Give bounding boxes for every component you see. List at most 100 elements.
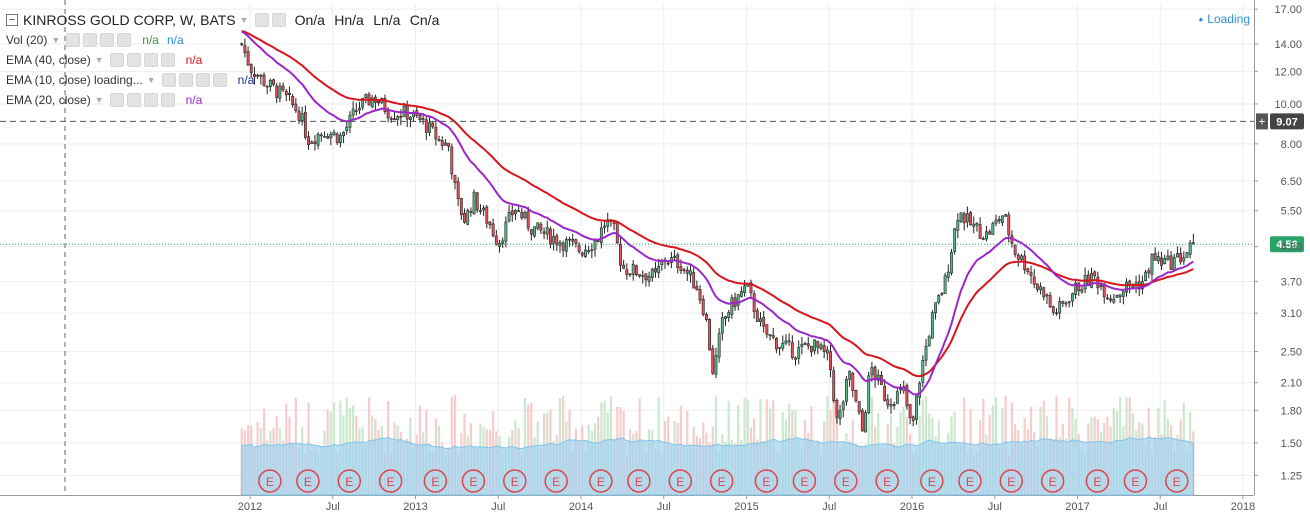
candle [876, 369, 880, 385]
y-tick-label: 2.10 [1281, 378, 1302, 390]
indicator-label[interactable]: EMA (10, close) loading... [6, 73, 143, 87]
candle [969, 210, 972, 226]
candle [444, 139, 447, 146]
candle [711, 344, 715, 375]
indicator-value: n/a [166, 33, 184, 47]
candle [1147, 267, 1151, 279]
earnings-marker-label: E [635, 475, 643, 489]
candle [1163, 254, 1167, 265]
earnings-marker: E [709, 469, 734, 493]
indicator-row[interactable]: EMA (10, close) loading... ▼ n/a [6, 70, 439, 90]
earnings-marker: E [378, 469, 403, 493]
candle [860, 408, 864, 432]
earnings-marker-label: E [800, 475, 808, 489]
close-icon[interactable] [117, 33, 132, 47]
candle [657, 258, 661, 279]
candle [704, 312, 708, 322]
candle [488, 221, 492, 229]
candle [864, 410, 867, 433]
x-tick-label: 2012 [238, 501, 262, 513]
visibility-icon[interactable] [254, 13, 269, 27]
indicator-label[interactable]: Vol (20) [6, 33, 48, 47]
indicator-label[interactable]: EMA (40, close) [6, 53, 91, 67]
add-icon[interactable] [195, 73, 210, 87]
candle [790, 335, 794, 360]
candle [972, 216, 976, 234]
settings-icon[interactable] [178, 73, 193, 87]
close-icon[interactable] [212, 73, 227, 87]
symbol-row[interactable]: KINROSS GOLD CORP, W, BATS ▼ On/a Hn/a L… [6, 10, 439, 30]
settings-icon[interactable] [83, 33, 98, 47]
candle [1191, 233, 1195, 245]
indicator-row[interactable]: Vol (20) ▼ n/a n/a [6, 30, 439, 50]
visibility-icon[interactable] [161, 73, 176, 87]
earnings-marker-label: E [511, 475, 519, 489]
candle [479, 204, 482, 215]
y-tick-label: 1.80 [1281, 405, 1302, 417]
candle [720, 311, 724, 341]
candle [603, 221, 606, 234]
earnings-marker: E [999, 469, 1024, 493]
candle [498, 239, 501, 253]
y-tick-label: 12.00 [1274, 66, 1302, 78]
visibility-icon[interactable] [66, 33, 81, 47]
add-icon[interactable] [143, 93, 158, 107]
chevron-down-icon[interactable]: ▼ [239, 15, 249, 25]
y-tick-label: 4.50 [1281, 242, 1302, 254]
close-icon[interactable] [160, 93, 175, 107]
earnings-marker-label: E [966, 475, 974, 489]
earnings-marker: E [503, 469, 527, 493]
candle [666, 261, 670, 266]
candle [1156, 251, 1160, 265]
settings-icon[interactable] [271, 13, 286, 27]
visibility-icon[interactable] [109, 93, 124, 107]
candle [1045, 293, 1049, 305]
candle [841, 400, 845, 418]
candle [418, 114, 422, 123]
candle [351, 101, 355, 121]
candle [246, 46, 250, 66]
candle [256, 73, 260, 80]
candle [1118, 294, 1122, 304]
earnings-marker: E [1085, 469, 1110, 493]
earnings-marker: E [461, 469, 486, 493]
indicator-row[interactable]: EMA (20, close) ▼ n/a [6, 90, 439, 110]
candle [288, 86, 291, 101]
candle [1013, 244, 1017, 258]
candle [1039, 282, 1042, 295]
indicator-label[interactable]: EMA (20, close) [6, 93, 91, 107]
candle [421, 114, 425, 125]
chevron-down-icon[interactable]: ▼ [94, 95, 104, 105]
candle [1093, 270, 1097, 281]
candle [319, 132, 323, 142]
candle [1077, 282, 1081, 296]
candle [1115, 294, 1119, 298]
candle [832, 366, 836, 403]
earnings-marker-label: E [1049, 475, 1057, 489]
chevron-down-icon[interactable]: ▼ [146, 75, 156, 85]
visibility-icon[interactable] [109, 53, 124, 67]
candle [934, 302, 937, 320]
close-icon[interactable] [160, 53, 175, 67]
indicator-row[interactable]: EMA (40, close) ▼ n/a [6, 50, 439, 70]
candle [475, 191, 479, 213]
volume-bar [523, 398, 527, 495]
candle [447, 142, 451, 152]
settings-icon[interactable] [126, 93, 141, 107]
candle [628, 272, 632, 278]
loading-status: Loading [1198, 12, 1250, 26]
x-tick-label: 2014 [569, 501, 593, 513]
add-icon[interactable] [100, 33, 115, 47]
symbol-title[interactable]: KINROSS GOLD CORP, W, BATS [23, 12, 236, 28]
settings-icon[interactable] [126, 53, 141, 67]
earnings-marker-label: E [718, 475, 726, 489]
candle [1144, 269, 1148, 282]
chevron-down-icon[interactable]: ▼ [94, 55, 104, 65]
ema-line [241, 30, 1194, 396]
add-icon[interactable] [143, 53, 158, 67]
candle [956, 213, 960, 239]
candle [784, 334, 788, 346]
collapse-icon[interactable] [6, 14, 18, 26]
chevron-down-icon[interactable]: ▼ [51, 35, 61, 45]
